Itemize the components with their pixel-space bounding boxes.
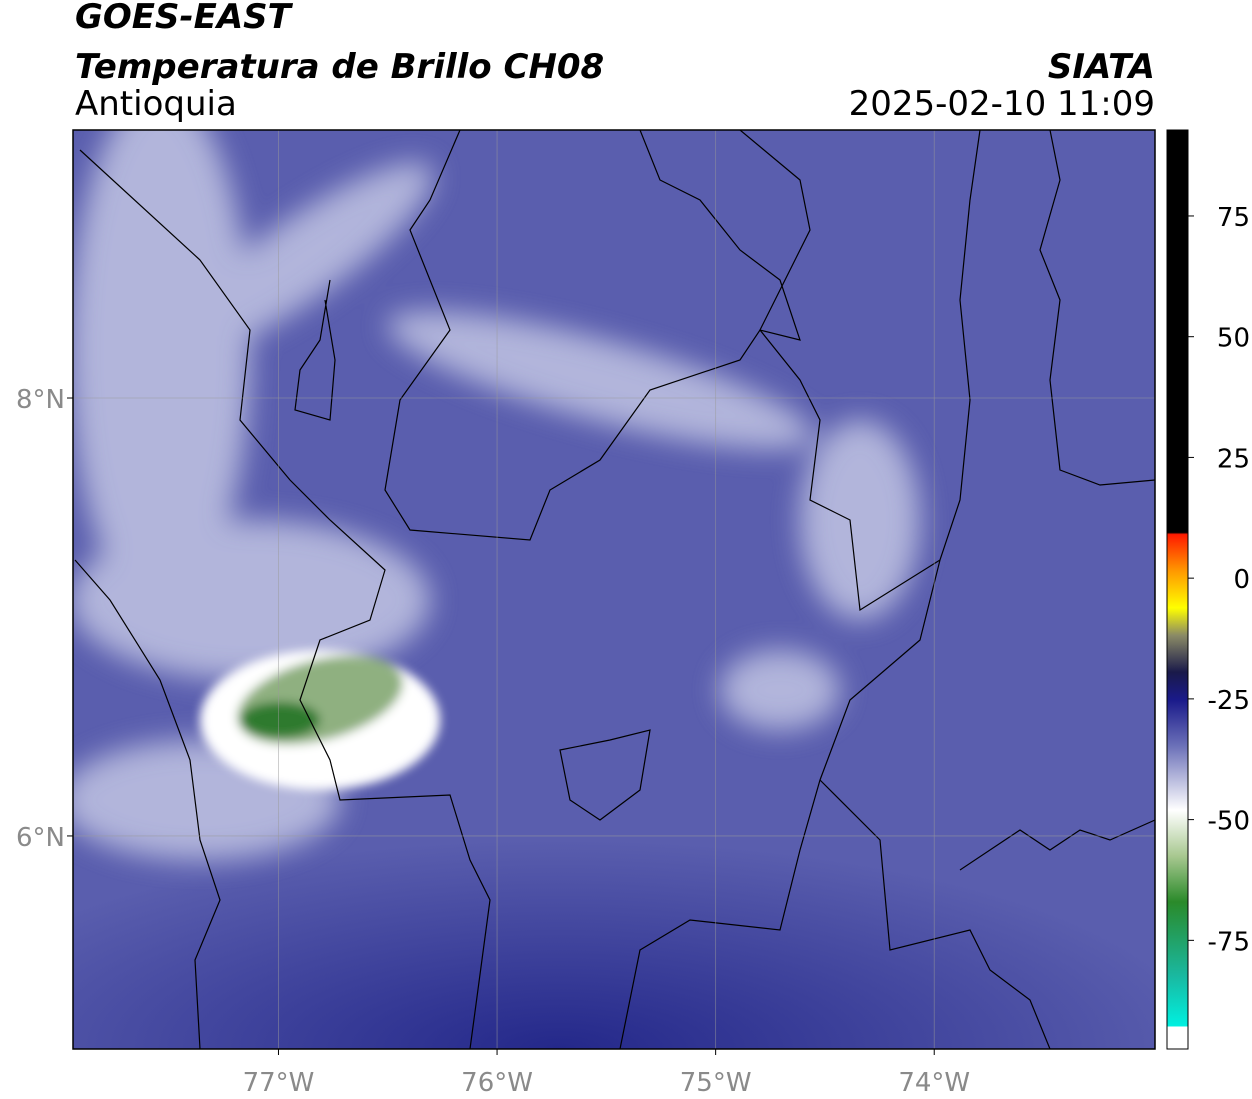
colorbar-tick-label: -75: [1208, 927, 1250, 957]
x-tick-label: 74°W: [898, 1068, 970, 1098]
colorbar-tick-label: -50: [1208, 807, 1250, 837]
subtitle: Temperatura de Brillo CH08: [75, 47, 604, 87]
satellite-image: [73, 130, 1155, 1049]
colorbar-tick-label: 25: [1217, 444, 1250, 474]
x-tick-label: 75°W: [680, 1068, 752, 1098]
colorbar: [1166, 129, 1189, 1050]
colorbar-ticks: 75 50 25 0 -25 -50 -75: [1188, 203, 1250, 957]
colorbar-tick-label: -25: [1208, 686, 1250, 716]
grid: 77°W 76°W 75°W 74°W 8°N 6°N: [16, 130, 1155, 1098]
colorbar-tick-label: 0: [1233, 565, 1250, 595]
region: Antioquia: [75, 84, 237, 124]
map-frame: [72, 129, 1156, 1050]
source: SIATA: [1048, 47, 1155, 87]
datetime: 2025-02-10 11:09: [849, 84, 1155, 124]
y-tick-label: 6°N: [16, 823, 65, 853]
x-tick-label: 76°W: [461, 1068, 533, 1098]
colorbar-tick-label: 50: [1217, 324, 1250, 354]
y-tick-label: 8°N: [16, 385, 65, 415]
x-tick-label: 77°W: [243, 1068, 315, 1098]
borders: [74, 130, 1155, 1049]
header: GOES-EAST Temperatura de Brillo CH08 Ant…: [75, 0, 1155, 124]
title: GOES-EAST: [75, 0, 294, 37]
colorbar-tick-label: 75: [1217, 203, 1250, 233]
